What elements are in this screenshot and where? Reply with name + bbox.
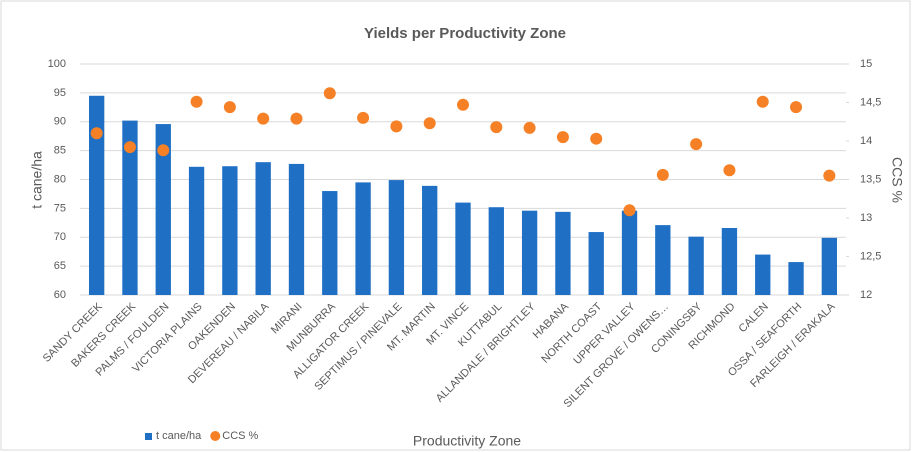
bar: [821, 237, 838, 295]
y2-tick-label: 12,5: [860, 250, 881, 262]
bar: [388, 180, 405, 295]
y-axis-title: t cane/ha: [29, 151, 45, 209]
chart-title: Yields per Productivity Zone: [364, 25, 566, 42]
bar: [755, 254, 771, 295]
bar: [588, 232, 604, 295]
bar: [555, 211, 571, 295]
y2-axis-title: CCS %: [889, 157, 905, 203]
bar: [222, 166, 238, 295]
ccs-point: [523, 121, 536, 134]
bar: [721, 228, 738, 295]
ccs-point: [690, 138, 703, 151]
bar: [188, 166, 205, 295]
legend-label: CCS %: [222, 430, 258, 442]
y-tick-label: 90: [54, 116, 66, 128]
y2-tick-label: 15: [860, 58, 872, 70]
ccs-point: [190, 95, 203, 108]
ccs-point: [756, 95, 769, 108]
legend-marker: [210, 431, 221, 441]
ccs-point: [556, 131, 569, 144]
ccs-point: [823, 169, 836, 182]
bar: [355, 182, 371, 295]
ccs-point: [390, 120, 403, 133]
y-tick-label: 70: [54, 231, 66, 243]
y-tick-label: 75: [54, 202, 66, 214]
bar: [788, 262, 804, 295]
y2-tick-label: 13,5: [860, 173, 881, 185]
legend-marker: [145, 433, 152, 440]
bar: [322, 191, 338, 295]
bar: [155, 124, 171, 295]
y2-tick-label: 14: [860, 135, 872, 147]
y2-tick-label: 14,5: [860, 96, 881, 108]
ccs-point: [123, 141, 136, 154]
y-tick-label: 65: [54, 260, 66, 272]
y2-tick-label: 13: [860, 212, 872, 224]
bar: [455, 202, 471, 295]
bar: [688, 236, 704, 295]
y-tick-label: 85: [54, 145, 66, 157]
ccs-point: [223, 101, 236, 114]
bar: [255, 162, 271, 295]
bar: [521, 210, 538, 295]
y-tick-label: 80: [54, 173, 66, 185]
bar: [122, 120, 138, 295]
ccs-point: [90, 127, 103, 140]
ccs-point: [357, 111, 370, 124]
y-tick-label: 100: [48, 58, 66, 70]
ccs-point: [290, 112, 303, 125]
bar: [655, 225, 671, 295]
y-tick-label: 95: [54, 87, 66, 99]
bar: [288, 163, 305, 295]
ccs-point: [723, 164, 736, 177]
ccs-point: [656, 168, 669, 181]
ccs-point: [157, 144, 170, 157]
legend-label: t cane/ha: [156, 430, 202, 442]
ccs-point: [323, 87, 336, 100]
bar: [621, 210, 638, 295]
ccs-point: [590, 132, 603, 145]
ccs-point: [423, 117, 436, 130]
bar: [488, 207, 504, 295]
y2-tick-label: 12: [860, 289, 872, 301]
ccs-point: [257, 112, 270, 125]
x-axis-title: Productivity Zone: [413, 433, 521, 449]
ccs-point: [623, 204, 636, 217]
y-tick-label: 60: [54, 289, 66, 301]
bar: [88, 95, 105, 295]
bar: [422, 185, 438, 295]
ccs-point: [490, 121, 503, 134]
ccs-point: [457, 98, 469, 111]
ccs-point: [790, 101, 803, 114]
